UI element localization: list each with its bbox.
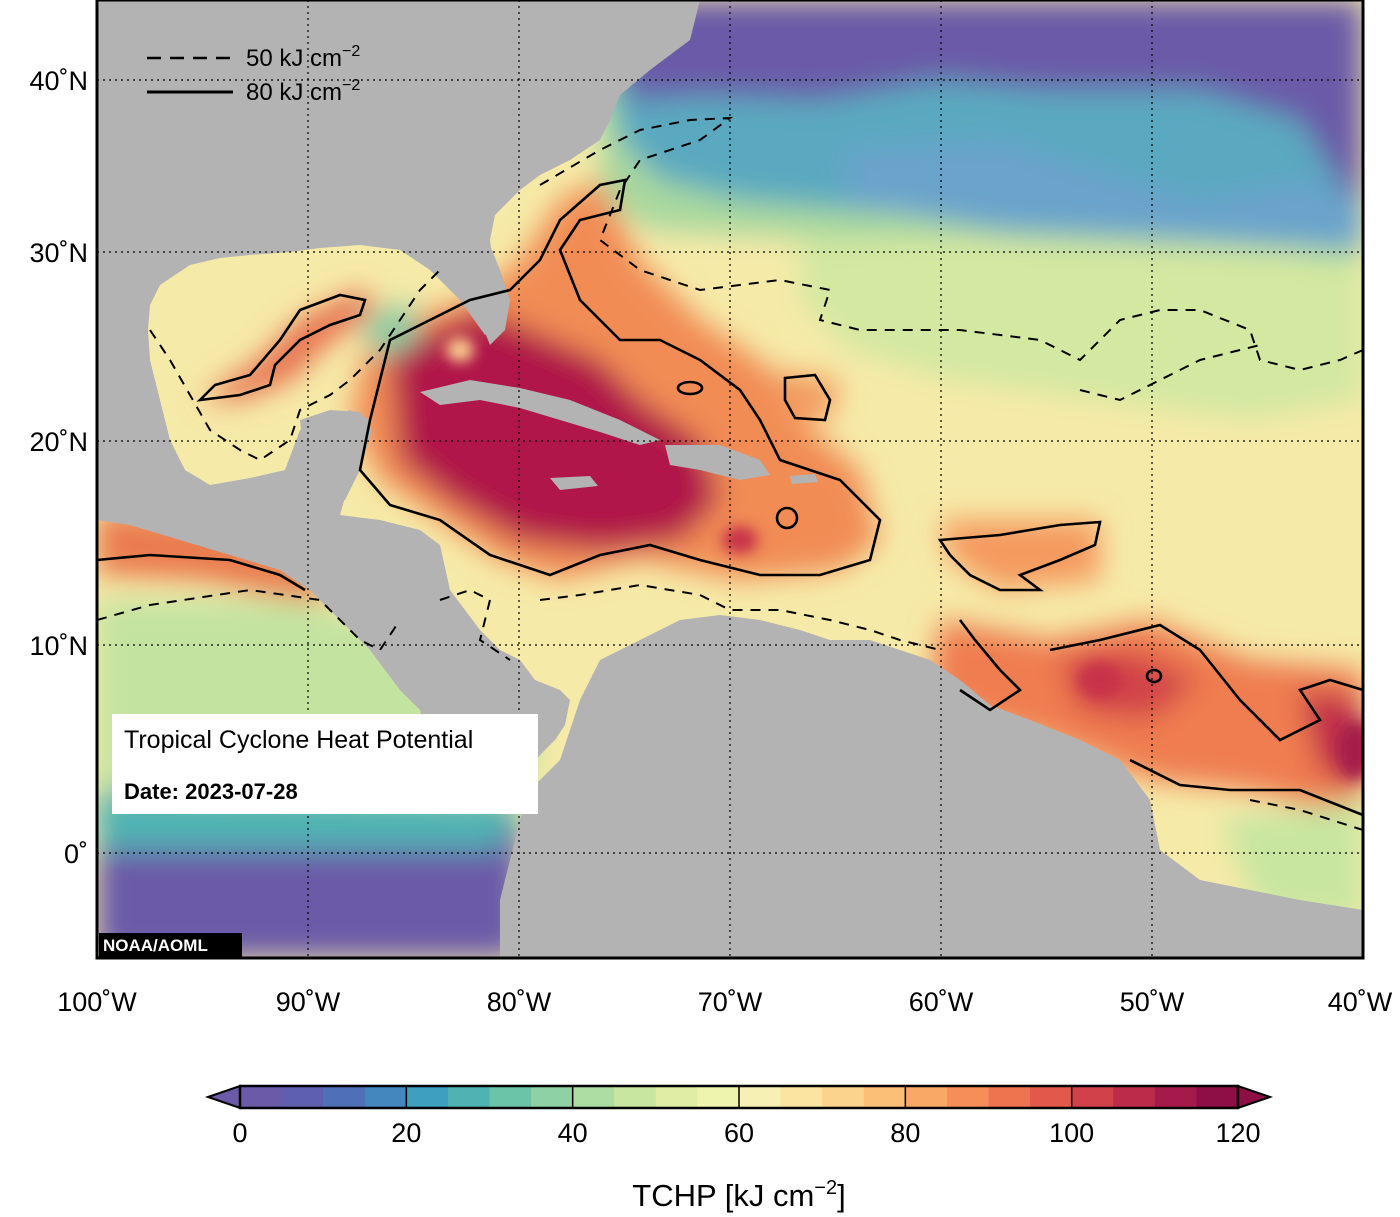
- map-panel: [97, 0, 1363, 958]
- colorbar-swatch: [614, 1086, 657, 1108]
- colorbar-swatch: [447, 1086, 491, 1108]
- info-date: Date: 2023-07-28: [124, 779, 298, 804]
- x-tick-label: 100˚W: [57, 987, 137, 1017]
- land-north-america: [97, 0, 700, 810]
- legend-dashed-label: 50 kJ cm−2: [246, 43, 360, 72]
- colorbar-over-arrow: [1237, 1084, 1274, 1110]
- colorbar-tick-label: 0: [232, 1118, 247, 1148]
- colorbar-swatch: [240, 1086, 283, 1108]
- x-tick-label: 50˚W: [1120, 987, 1185, 1017]
- x-tick-label: 80˚W: [487, 987, 552, 1017]
- contour-80: [97, 178, 1363, 817]
- y-tick-label: 30˚N: [29, 238, 88, 268]
- colorbar-tick-label: 120: [1215, 1118, 1260, 1148]
- x-tick-label: 70˚W: [698, 987, 763, 1017]
- legend-solid-label: 80 kJ cm−2: [246, 77, 360, 106]
- info-box-bg: [112, 714, 538, 814]
- colorbar-swatch: [1154, 1086, 1198, 1108]
- y-tick-label: 10˚N: [29, 631, 88, 661]
- land-yucatan: [300, 410, 372, 500]
- colorbar-swatches: [240, 1086, 1239, 1108]
- colorbar-swatch: [531, 1086, 574, 1108]
- info-title: Tropical Cyclone Heat Potential: [124, 726, 473, 754]
- colorbar-swatch: [863, 1086, 906, 1108]
- x-tick-label: 60˚W: [909, 987, 974, 1017]
- colorbar-swatch: [739, 1086, 782, 1108]
- colorbar-swatch: [364, 1086, 407, 1108]
- credit-bg: [99, 933, 242, 957]
- land-cuba: [420, 380, 660, 445]
- map-frame: [95, 0, 1365, 960]
- colorbar-ticks: 0 20 40 60 80 100 120: [232, 1086, 1261, 1148]
- y-tick-label: 0˚: [64, 839, 88, 869]
- land-jamaica: [550, 476, 598, 490]
- contour-50: [97, 116, 1363, 831]
- land-puerto-rico: [790, 474, 818, 484]
- colorbar-swatch: [1196, 1086, 1239, 1108]
- x-axis: 100˚W 90˚W 80˚W 70˚W 60˚W 50˚W 40˚W: [57, 987, 1393, 1017]
- y-tick-label: 40˚N: [29, 66, 88, 96]
- colorbar-tick-label: 20: [391, 1118, 421, 1148]
- colorbar-swatch: [323, 1086, 366, 1108]
- y-axis: 40˚N 30˚N 20˚N 10˚N 0˚: [29, 66, 88, 869]
- land-south-america: [500, 615, 1363, 958]
- colorbar-swatch: [988, 1086, 1031, 1108]
- colorbar-swatch: [946, 1086, 990, 1108]
- x-tick-label: 40˚W: [1328, 987, 1393, 1017]
- colorbar-under-arrow: [204, 1084, 241, 1110]
- colorbar-title: TCHP [kJ cm−2]: [632, 1177, 845, 1213]
- colorbar-tick-label: 60: [724, 1118, 754, 1148]
- colorbar-swatch: [489, 1086, 532, 1108]
- land-florida: [455, 245, 510, 345]
- land-hispaniola: [665, 445, 770, 480]
- colorbar-swatch: [822, 1086, 865, 1108]
- tchp-detail: [446, 338, 1363, 780]
- x-tick-label: 90˚W: [276, 987, 341, 1017]
- colorbar-swatch: [281, 1086, 324, 1108]
- colorbar-swatch: [905, 1086, 948, 1108]
- colorbar: 0 20 40 60 80 100 120 TCHP [kJ cm−2]: [204, 1084, 1274, 1213]
- colorbar-swatch: [1030, 1086, 1073, 1108]
- land: [97, 0, 1363, 958]
- colorbar-swatch: [572, 1086, 615, 1108]
- colorbar-tick-label: 100: [1049, 1118, 1094, 1148]
- contour-legend: 50 kJ cm−2 80 kJ cm−2: [147, 43, 360, 106]
- colorbar-swatch: [697, 1086, 740, 1108]
- credit-badge: NOAA/AOML: [99, 933, 242, 957]
- colorbar-tick-label: 40: [558, 1118, 588, 1148]
- colorbar-swatch: [1071, 1086, 1114, 1108]
- colorbar-swatch: [1113, 1086, 1156, 1108]
- y-tick-label: 20˚N: [29, 427, 88, 457]
- colorbar-swatch: [406, 1086, 449, 1108]
- info-box: Tropical Cyclone Heat Potential Date: 20…: [112, 714, 538, 814]
- colorbar-tick-label: 80: [890, 1118, 920, 1148]
- colorbar-swatch: [780, 1086, 823, 1108]
- colorbar-swatch: [655, 1086, 699, 1108]
- credit-text: NOAA/AOML: [103, 936, 208, 955]
